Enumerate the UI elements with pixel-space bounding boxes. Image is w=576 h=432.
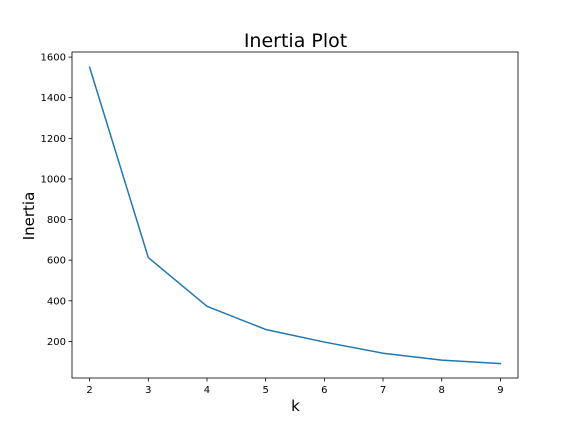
x-tick-label: 9 <box>497 385 503 396</box>
y-axis-label: Inertia <box>20 192 38 241</box>
y-tick-label: 800 <box>47 215 66 226</box>
y-tick-label: 200 <box>47 337 66 348</box>
x-tick-label: 6 <box>321 385 327 396</box>
chart-title: Inertia Plot <box>244 30 347 52</box>
y-tick-label: 600 <box>47 256 66 267</box>
x-tick-label: 4 <box>204 385 210 396</box>
y-tick-label: 1200 <box>41 134 66 145</box>
x-tick-label: 8 <box>439 385 445 396</box>
x-axis-label: k <box>291 397 300 415</box>
x-tick-label: 3 <box>145 385 151 396</box>
y-tick-label: 1600 <box>41 53 66 64</box>
x-tick-label: 7 <box>380 385 386 396</box>
y-tick-label: 1000 <box>41 174 66 185</box>
y-tick-label: 1400 <box>41 93 66 104</box>
y-tick-label: 400 <box>47 296 66 307</box>
x-tick-label: 2 <box>86 385 92 396</box>
x-tick-label: 5 <box>262 385 268 396</box>
